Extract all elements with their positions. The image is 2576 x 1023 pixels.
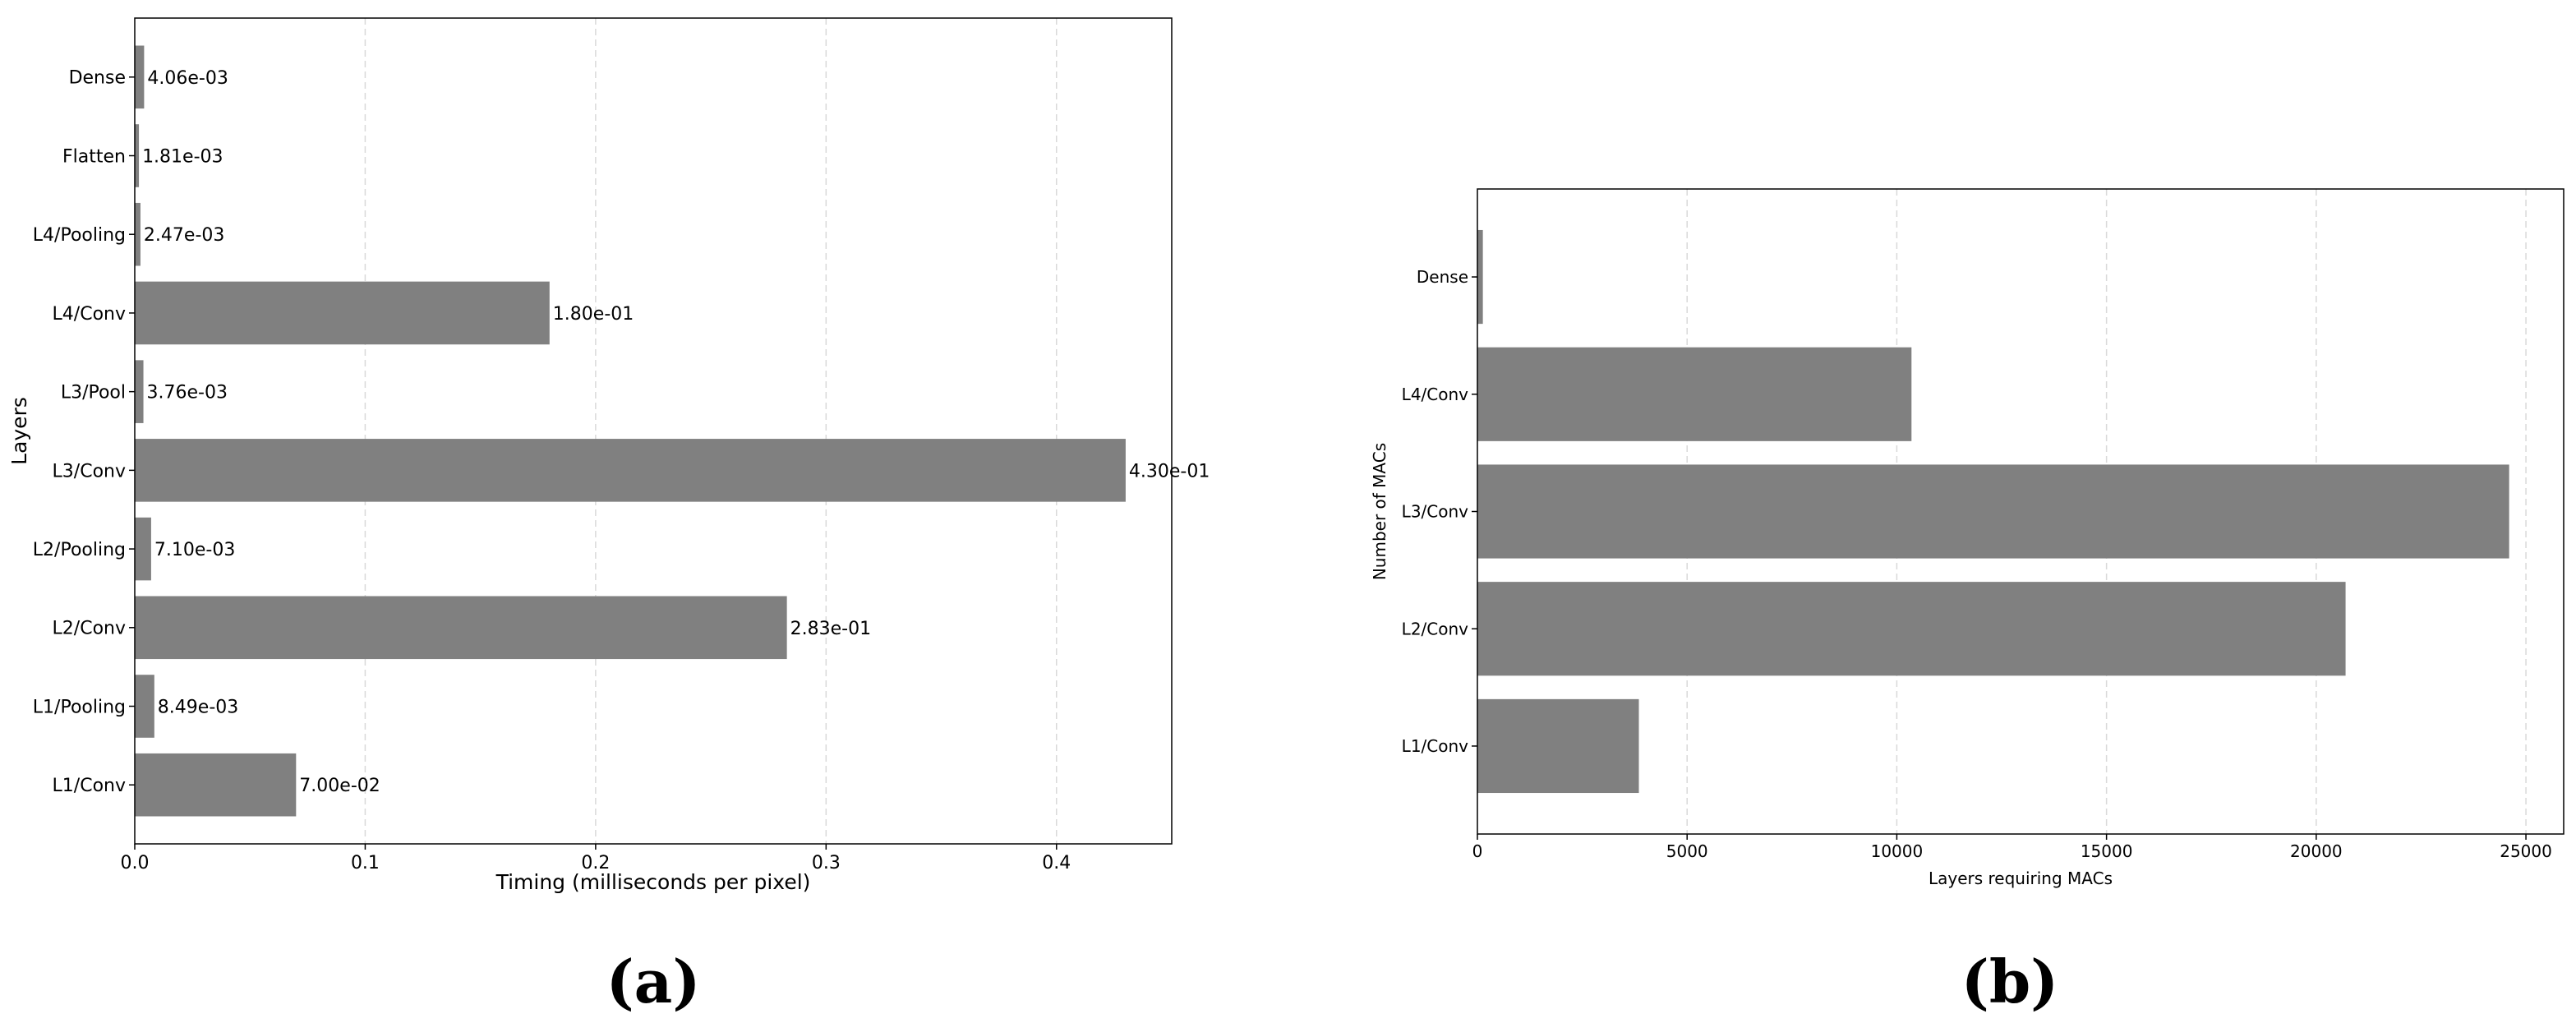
x-tick-label: 0.3 xyxy=(812,853,841,873)
bar xyxy=(1477,698,1639,794)
data-label: 3.76e-03 xyxy=(147,383,228,403)
y-tick-label: L4/Conv xyxy=(1402,385,1468,404)
data-label: 7.00e-02 xyxy=(299,776,380,796)
y-tick-label: L1/Pooling xyxy=(33,697,126,717)
axes-frame xyxy=(134,17,1173,845)
y-axis-title: Number of MACs xyxy=(1370,443,1389,580)
panel-label-a: (a) xyxy=(606,947,701,1016)
data-label: 4.06e-03 xyxy=(147,68,228,89)
y-tick-label: L3/Pool xyxy=(61,383,126,403)
y-tick-label: L2/Conv xyxy=(1402,619,1468,638)
y-tick-label: Flatten xyxy=(62,146,126,167)
data-label: 4.30e-01 xyxy=(1129,461,1210,482)
bar xyxy=(135,360,144,423)
y-axis-title: Layers xyxy=(7,397,31,465)
y-tick-label: L2/Conv xyxy=(53,619,126,639)
x-axis-title: Timing (milliseconds per pixel) xyxy=(495,870,811,894)
y-tick-label: L3/Conv xyxy=(1402,502,1468,522)
data-label: 2.83e-01 xyxy=(790,619,871,639)
x-tick-label: 25000 xyxy=(2500,841,2552,861)
data-label: 7.10e-03 xyxy=(154,540,235,560)
data-label: 8.49e-03 xyxy=(158,698,238,718)
x-tick-label: 15000 xyxy=(2081,841,2133,861)
x-tick-label: 0.2 xyxy=(581,853,610,873)
x-tick-label: 20000 xyxy=(2290,841,2343,861)
bar xyxy=(135,596,787,660)
bar xyxy=(135,124,140,187)
data-label: 2.47e-03 xyxy=(144,225,224,246)
y-tick-label: L3/Conv xyxy=(53,461,126,482)
y-tick-label: Dense xyxy=(1417,267,1468,287)
y-tick-label: L1/Conv xyxy=(53,776,126,796)
panel-label-b: (b) xyxy=(1961,947,2058,1016)
chart-a-timing: 7.00e-02 L1/Conv 8.49e-03 L1/Pooling 2.83e-0… xyxy=(7,17,1210,894)
x-tick-label: 0.1 xyxy=(351,853,380,873)
bar xyxy=(1477,582,2346,676)
bar xyxy=(135,439,1126,502)
bar xyxy=(1477,347,1912,441)
y-tick-label: Dense xyxy=(69,68,126,89)
bar xyxy=(135,517,151,581)
y-tick-label: L4/Pooling xyxy=(33,225,126,246)
x-tick-label: 0.4 xyxy=(1042,853,1071,873)
y-tick-label: L1/Conv xyxy=(1402,736,1468,756)
axes-frame xyxy=(1477,188,2564,835)
x-axis-title: Layers requiring MACs xyxy=(1929,869,2113,888)
y-tick-label: L4/Conv xyxy=(53,304,126,325)
x-tick-label: 0.0 xyxy=(121,853,150,873)
bar xyxy=(135,45,145,109)
x-tick-label: 5000 xyxy=(1666,841,1708,861)
chart-b-macs: L1/Conv L2/Conv L3/Conv L4/Conv Dense 0 5000 10… xyxy=(1370,188,2564,888)
x-tick-label: 0 xyxy=(1472,841,1483,861)
data-label: 1.81e-03 xyxy=(142,147,223,168)
bar xyxy=(135,753,297,817)
bar xyxy=(135,202,141,266)
bar xyxy=(135,281,550,345)
y-tick-label: L2/Pooling xyxy=(33,540,126,560)
data-label: 1.80e-01 xyxy=(553,304,634,325)
bar xyxy=(1477,229,1483,325)
bar xyxy=(1477,464,2509,559)
x-tick-label: 10000 xyxy=(1871,841,1924,861)
bar xyxy=(135,675,154,738)
